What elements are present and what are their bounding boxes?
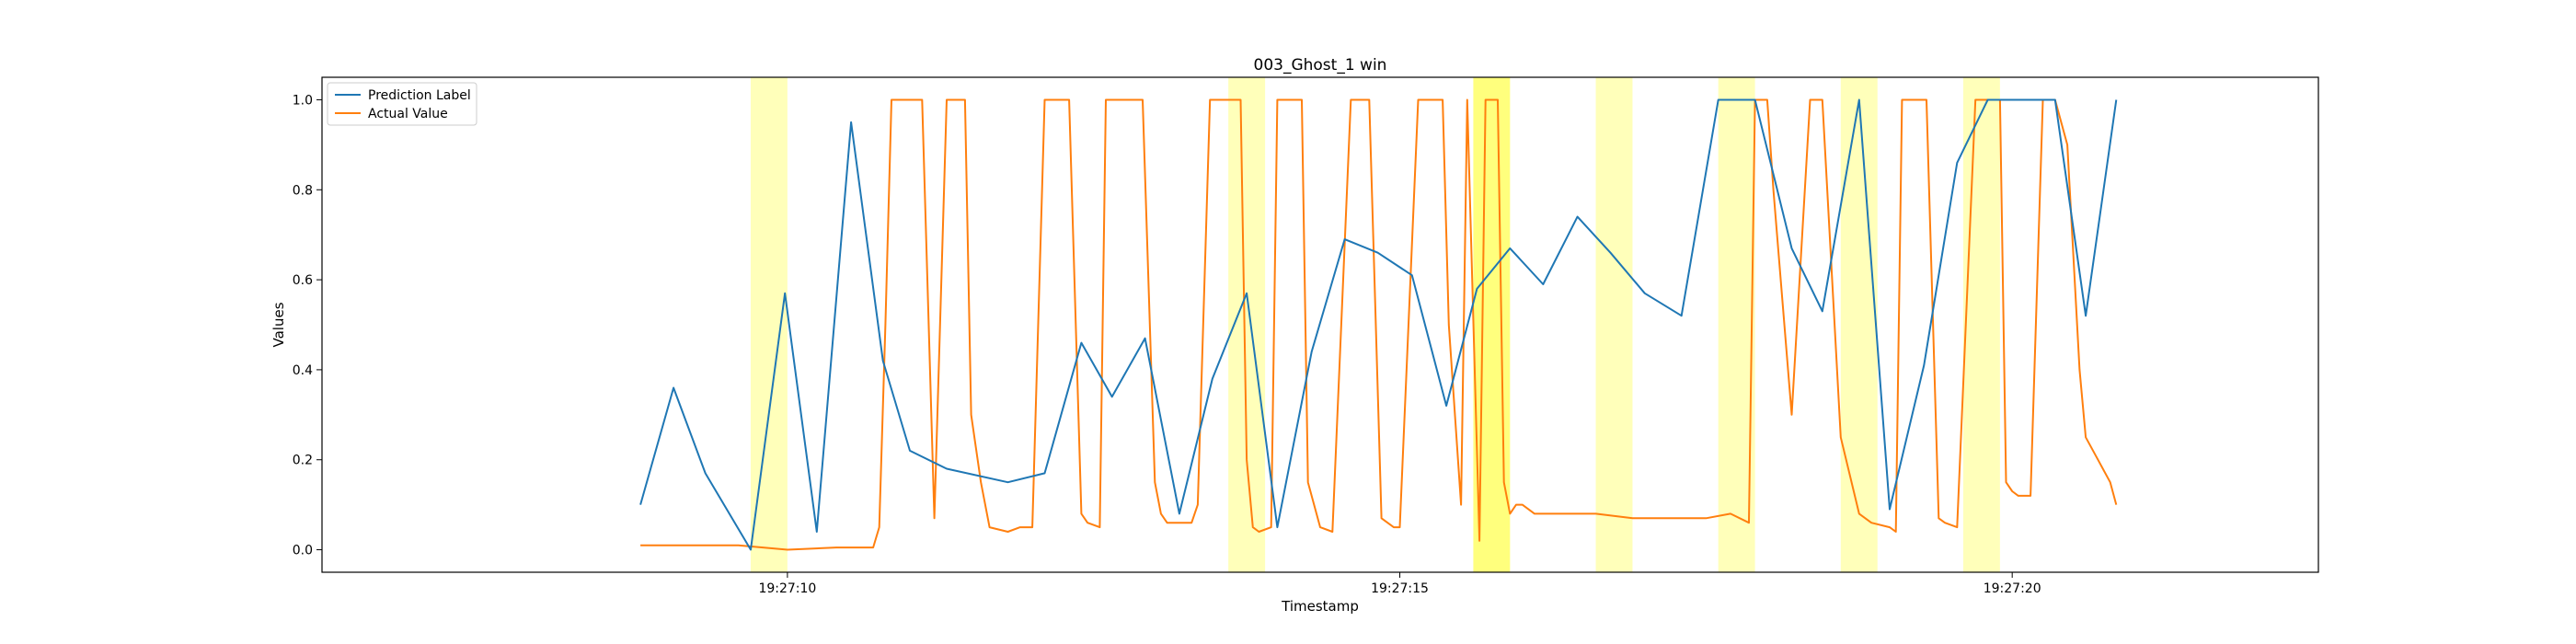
y-tick-label: 0.2	[293, 454, 313, 468]
highlight-bands	[750, 77, 2000, 572]
x-axis: 19:27:10 19:27:15 19:27:20	[758, 572, 2041, 596]
y-tick-label: 0.0	[293, 544, 313, 558]
y-axis: 0.0 0.2 0.4 0.6 0.8 1.0	[293, 93, 322, 558]
x-tick-label: 19:27:10	[758, 581, 816, 596]
y-axis-label: Values	[270, 302, 287, 347]
series-layer	[639, 98, 2118, 551]
series-line-actual-value	[640, 98, 2118, 551]
highlight-band-4	[1595, 77, 1633, 572]
legend-label-prediction: Prediction Label	[368, 88, 471, 103]
series-line-prediction-label	[639, 98, 2118, 551]
y-tick-label: 0.6	[293, 273, 313, 288]
legend: Prediction Label Actual Value	[327, 82, 477, 126]
y-tick-label: 0.4	[293, 363, 313, 378]
x-tick-label: 19:27:20	[1984, 581, 2041, 596]
highlight-band-7	[1962, 77, 2000, 572]
y-tick-label: 0.8	[293, 183, 313, 198]
plot-frame	[321, 76, 2319, 573]
legend-label-actual: Actual Value	[368, 107, 448, 121]
highlight-band-6	[1840, 77, 1878, 572]
y-tick-label: 1.0	[293, 93, 313, 108]
highlight-band-1	[750, 77, 788, 572]
x-tick-label: 19:27:15	[1371, 581, 1429, 596]
chart-title: 003_Ghost_1 win	[1254, 56, 1387, 75]
legend-box	[327, 82, 477, 126]
x-axis-label: Timestamp	[1281, 598, 1359, 615]
